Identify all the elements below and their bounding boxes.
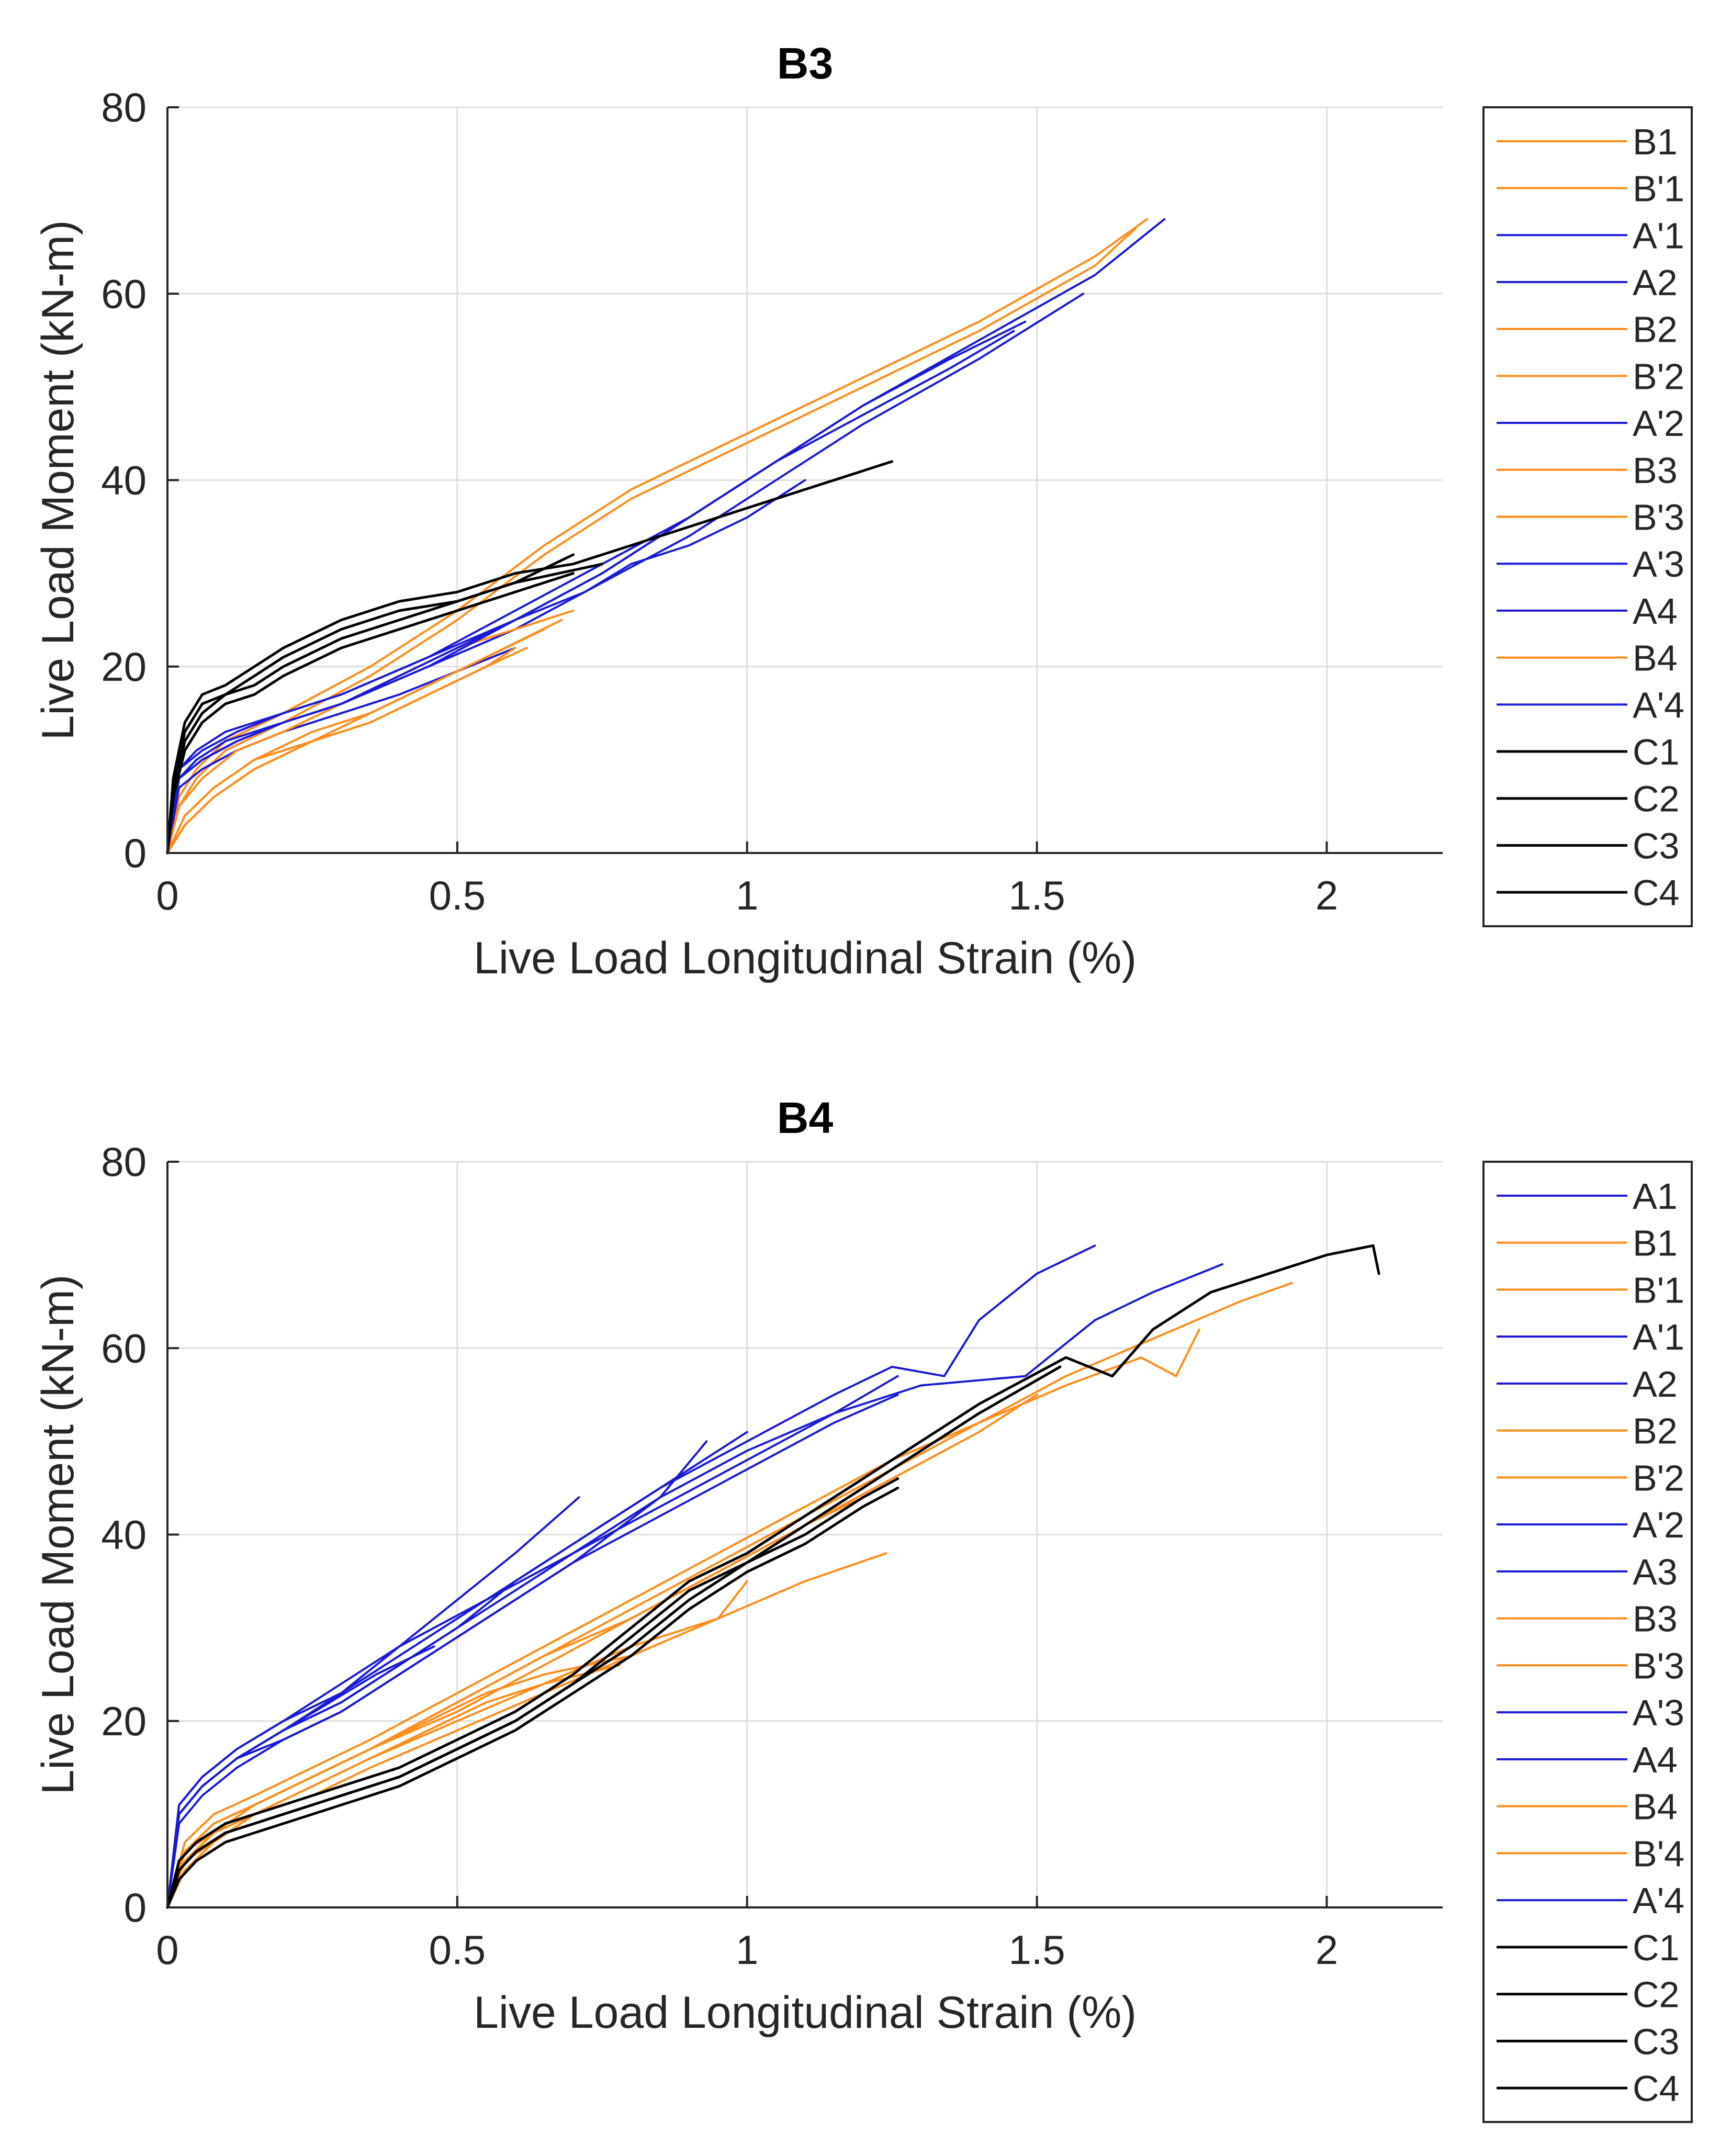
y-tick-label: 20 — [101, 1698, 147, 1744]
legend-label-b4: B4 — [1633, 638, 1678, 679]
x-axis-label: Live Load Longitudinal Strain (%) — [474, 1987, 1137, 2038]
legend-label-b2: B2 — [1633, 1411, 1678, 1452]
chart-title: B3 — [777, 39, 833, 88]
y-tick-label: 20 — [101, 644, 147, 690]
legend-label-ap3: A'3 — [1633, 1692, 1684, 1733]
legend-label-c3: C3 — [1633, 825, 1679, 866]
legend-label-bp1: B'1 — [1633, 169, 1684, 209]
series-line-a2 — [166, 293, 1085, 854]
x-tick-label: 0.5 — [429, 872, 486, 918]
series-line-c3 — [166, 563, 604, 855]
series-line-b3 — [166, 1394, 1038, 1908]
legend-label-c4: C4 — [1633, 2068, 1679, 2109]
chart-title: B4 — [777, 1093, 834, 1142]
legend-label-bp2: B'2 — [1633, 1457, 1684, 1498]
legend-label-ap2: A'2 — [1633, 403, 1684, 444]
series-line-bp2 — [166, 1580, 748, 1908]
series-line-bp3 — [166, 1496, 864, 1908]
legend-label-a2: A2 — [1633, 262, 1678, 303]
legend-label-bp3: B'3 — [1633, 497, 1684, 538]
y-tick-label: 60 — [101, 1325, 147, 1371]
legend-label-bp3: B'3 — [1633, 1645, 1684, 1686]
y-tick-label: 0 — [124, 1884, 147, 1930]
x-tick-label: 1.5 — [1008, 1927, 1065, 1973]
series-line-c3 — [166, 1477, 900, 1909]
y-tick-label: 80 — [101, 1139, 147, 1185]
y-tick-label: 60 — [101, 271, 147, 317]
legend-label-bp4: B'4 — [1633, 1833, 1684, 1874]
x-tick-label: 2 — [1316, 872, 1338, 918]
series-line-c4 — [166, 572, 575, 855]
legend-label-b1: B1 — [1633, 1223, 1678, 1264]
series-line-c1 — [166, 1244, 1380, 1909]
x-tick-label: 0.5 — [429, 1927, 486, 1973]
x-axis-label: Live Load Longitudinal Strain (%) — [474, 933, 1137, 983]
series-line-b4 — [166, 1655, 633, 1908]
legend-label-ap1: A'1 — [1633, 1317, 1684, 1357]
x-tick-label: 1 — [736, 1927, 758, 1973]
y-tick-label: 40 — [101, 457, 147, 503]
legend-label-c2: C2 — [1633, 1974, 1679, 2015]
legend-label-c3: C3 — [1633, 2021, 1679, 2062]
legend-label-c4: C4 — [1633, 872, 1679, 913]
y-tick-label: 0 — [124, 830, 147, 876]
legend-label-c1: C1 — [1633, 732, 1679, 772]
legend-label-ap4: A'4 — [1633, 684, 1684, 725]
y-tick-label: 40 — [101, 1512, 147, 1558]
legend-box — [1482, 1161, 1693, 2123]
legend-label-b3: B3 — [1633, 1599, 1678, 1640]
series-line-b1 — [166, 1282, 1293, 1908]
series-line-b3 — [166, 609, 575, 854]
legend-label-ap4: A'4 — [1633, 1880, 1684, 1921]
legend-label-ap3: A'3 — [1633, 544, 1684, 585]
y-tick-label: 80 — [101, 84, 147, 130]
legend-label-a4: A4 — [1633, 591, 1678, 632]
legend-label-b1: B1 — [1633, 121, 1678, 162]
series-line-b4 — [166, 647, 516, 854]
x-tick-label: 1 — [736, 872, 758, 918]
x-tick-label: 0 — [156, 872, 178, 918]
series-group — [166, 218, 1166, 855]
legend-label-bp2: B'2 — [1633, 356, 1684, 397]
series-line-bp4 — [166, 1664, 621, 1908]
legend-label-b3: B3 — [1633, 450, 1678, 491]
series-line-a4 — [166, 1375, 899, 1908]
series-line-c4 — [166, 1486, 900, 1909]
legend-label-a2: A2 — [1633, 1364, 1678, 1405]
series-line-c1 — [166, 460, 894, 855]
legend-label-b2: B2 — [1633, 309, 1678, 350]
legend-label-a1: A1 — [1633, 1176, 1678, 1217]
y-axis-label: Live Load Moment (kN-m) — [33, 220, 83, 740]
legend-label-c2: C2 — [1633, 779, 1679, 819]
x-tick-label: 1.5 — [1008, 872, 1065, 918]
legend-label-ap1: A'1 — [1633, 215, 1684, 256]
y-axis-label: Live Load Moment (kN-m) — [33, 1274, 83, 1794]
legend-label-b4: B4 — [1633, 1787, 1678, 1827]
legend: A1 B1 B'1 A'1 A2 B2 B'2 A'2 A3 B3 B'3 A'3 A4 B4 B'4 A'4… — [1482, 1161, 1693, 2123]
x-tick-label: 2 — [1316, 1927, 1338, 1973]
series-group — [166, 1244, 1380, 1909]
legend-label-bp1: B'1 — [1633, 1270, 1684, 1310]
legend-label-a3: A3 — [1633, 1552, 1678, 1592]
series-line-a4 — [166, 330, 1015, 854]
legend-label-c1: C1 — [1633, 1927, 1679, 1968]
legend-label-ap2: A'2 — [1633, 1504, 1684, 1545]
x-tick-label: 0 — [156, 1927, 178, 1973]
legend: B1 B'1 A'1 A2 B2 B'2 A'2 B3 B'3 A'3 A4 B4 A'4 C1 C2 C3 C… — [1482, 106, 1693, 927]
series-line-ap2 — [166, 1440, 708, 1908]
series-line-ap4 — [166, 479, 806, 854]
series-line-ap4 — [166, 1431, 748, 1908]
legend-label-a4: A4 — [1633, 1739, 1678, 1780]
